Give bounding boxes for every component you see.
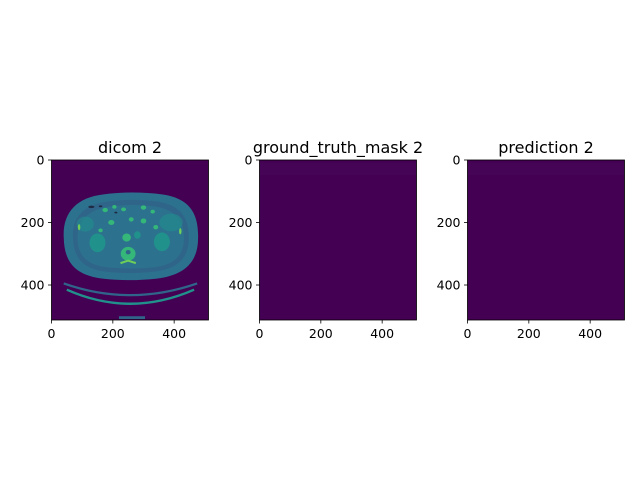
x-tick-label: 0 (48, 326, 56, 341)
ct-gas-pocket (88, 205, 95, 209)
image-background (467, 160, 625, 320)
x-tick-label: 400 (162, 326, 186, 341)
ct-bowel-loop (108, 220, 115, 225)
y-tick-label: 400 (21, 278, 45, 293)
panels: dicom 2 0 200 400 0 200 400 ground_truth_mask 2… (21, 138, 625, 341)
ct-liver-region (159, 213, 183, 232)
subplot-3: prediction 2 0 200 400 0 200 400 (437, 138, 625, 341)
axes-frame (259, 159, 417, 321)
y-tick-label: 200 (229, 215, 253, 230)
subplot-title: dicom 2 (98, 138, 162, 157)
y-tick-label: 0 (453, 153, 461, 168)
mask-artifact-band (467, 163, 625, 175)
ct-bowel-loop (153, 225, 159, 230)
ct-couch-upper (63, 282, 198, 297)
ct-kidney-left (89, 233, 106, 253)
ct-couch-lower (66, 288, 195, 305)
x-tick-label: 0 (256, 326, 264, 341)
ct-bowel-loop (112, 205, 117, 209)
ct-bright-spot (77, 224, 81, 231)
ct-bright-spot (179, 228, 182, 235)
x-tick-label: 400 (578, 326, 602, 341)
x-tick-label: 200 (101, 326, 125, 341)
ct-gas-pocket (114, 211, 118, 214)
x-tick-label: 400 (370, 326, 394, 341)
y-tick-label: 400 (437, 278, 461, 293)
ct-bowel-loop (140, 205, 147, 210)
x-tick-label: 0 (464, 326, 472, 341)
subplot-title: prediction 2 (498, 138, 594, 157)
subplot-1: dicom 2 0 200 400 0 200 400 (21, 138, 209, 341)
ct-kidney-right (153, 232, 170, 252)
ct-bowel-loop (150, 209, 155, 214)
ct-spinous-process (120, 259, 137, 265)
subplot-title: ground_truth_mask 2 (253, 138, 423, 158)
y-tick-label: 0 (245, 153, 253, 168)
y-tick-label: 200 (21, 215, 45, 230)
ct-spinal-canal (125, 250, 131, 255)
image-background (259, 160, 417, 320)
ct-aorta (122, 233, 131, 242)
x-tick-label: 200 (517, 326, 541, 341)
ct-bowel-loop (121, 207, 127, 212)
y-tick-label: 400 (229, 278, 253, 293)
mask-artifact-band (259, 163, 417, 175)
ct-spleen-region (76, 216, 94, 232)
ct-couch-base (118, 316, 146, 320)
ct-vena-cava (133, 231, 141, 239)
ct-gas-pocket (98, 205, 103, 208)
x-tick-label: 200 (309, 326, 333, 341)
ct-bowel-loop (102, 207, 108, 213)
y-tick-label: 0 (37, 153, 45, 168)
axes-frame (467, 159, 625, 321)
ct-image (63, 192, 199, 320)
y-tick-label: 200 (437, 215, 461, 230)
ct-bowel-loop (140, 218, 147, 224)
ct-bowel-loop (98, 228, 103, 233)
axes-frame (51, 159, 209, 321)
ct-bowel-loop (128, 217, 134, 222)
